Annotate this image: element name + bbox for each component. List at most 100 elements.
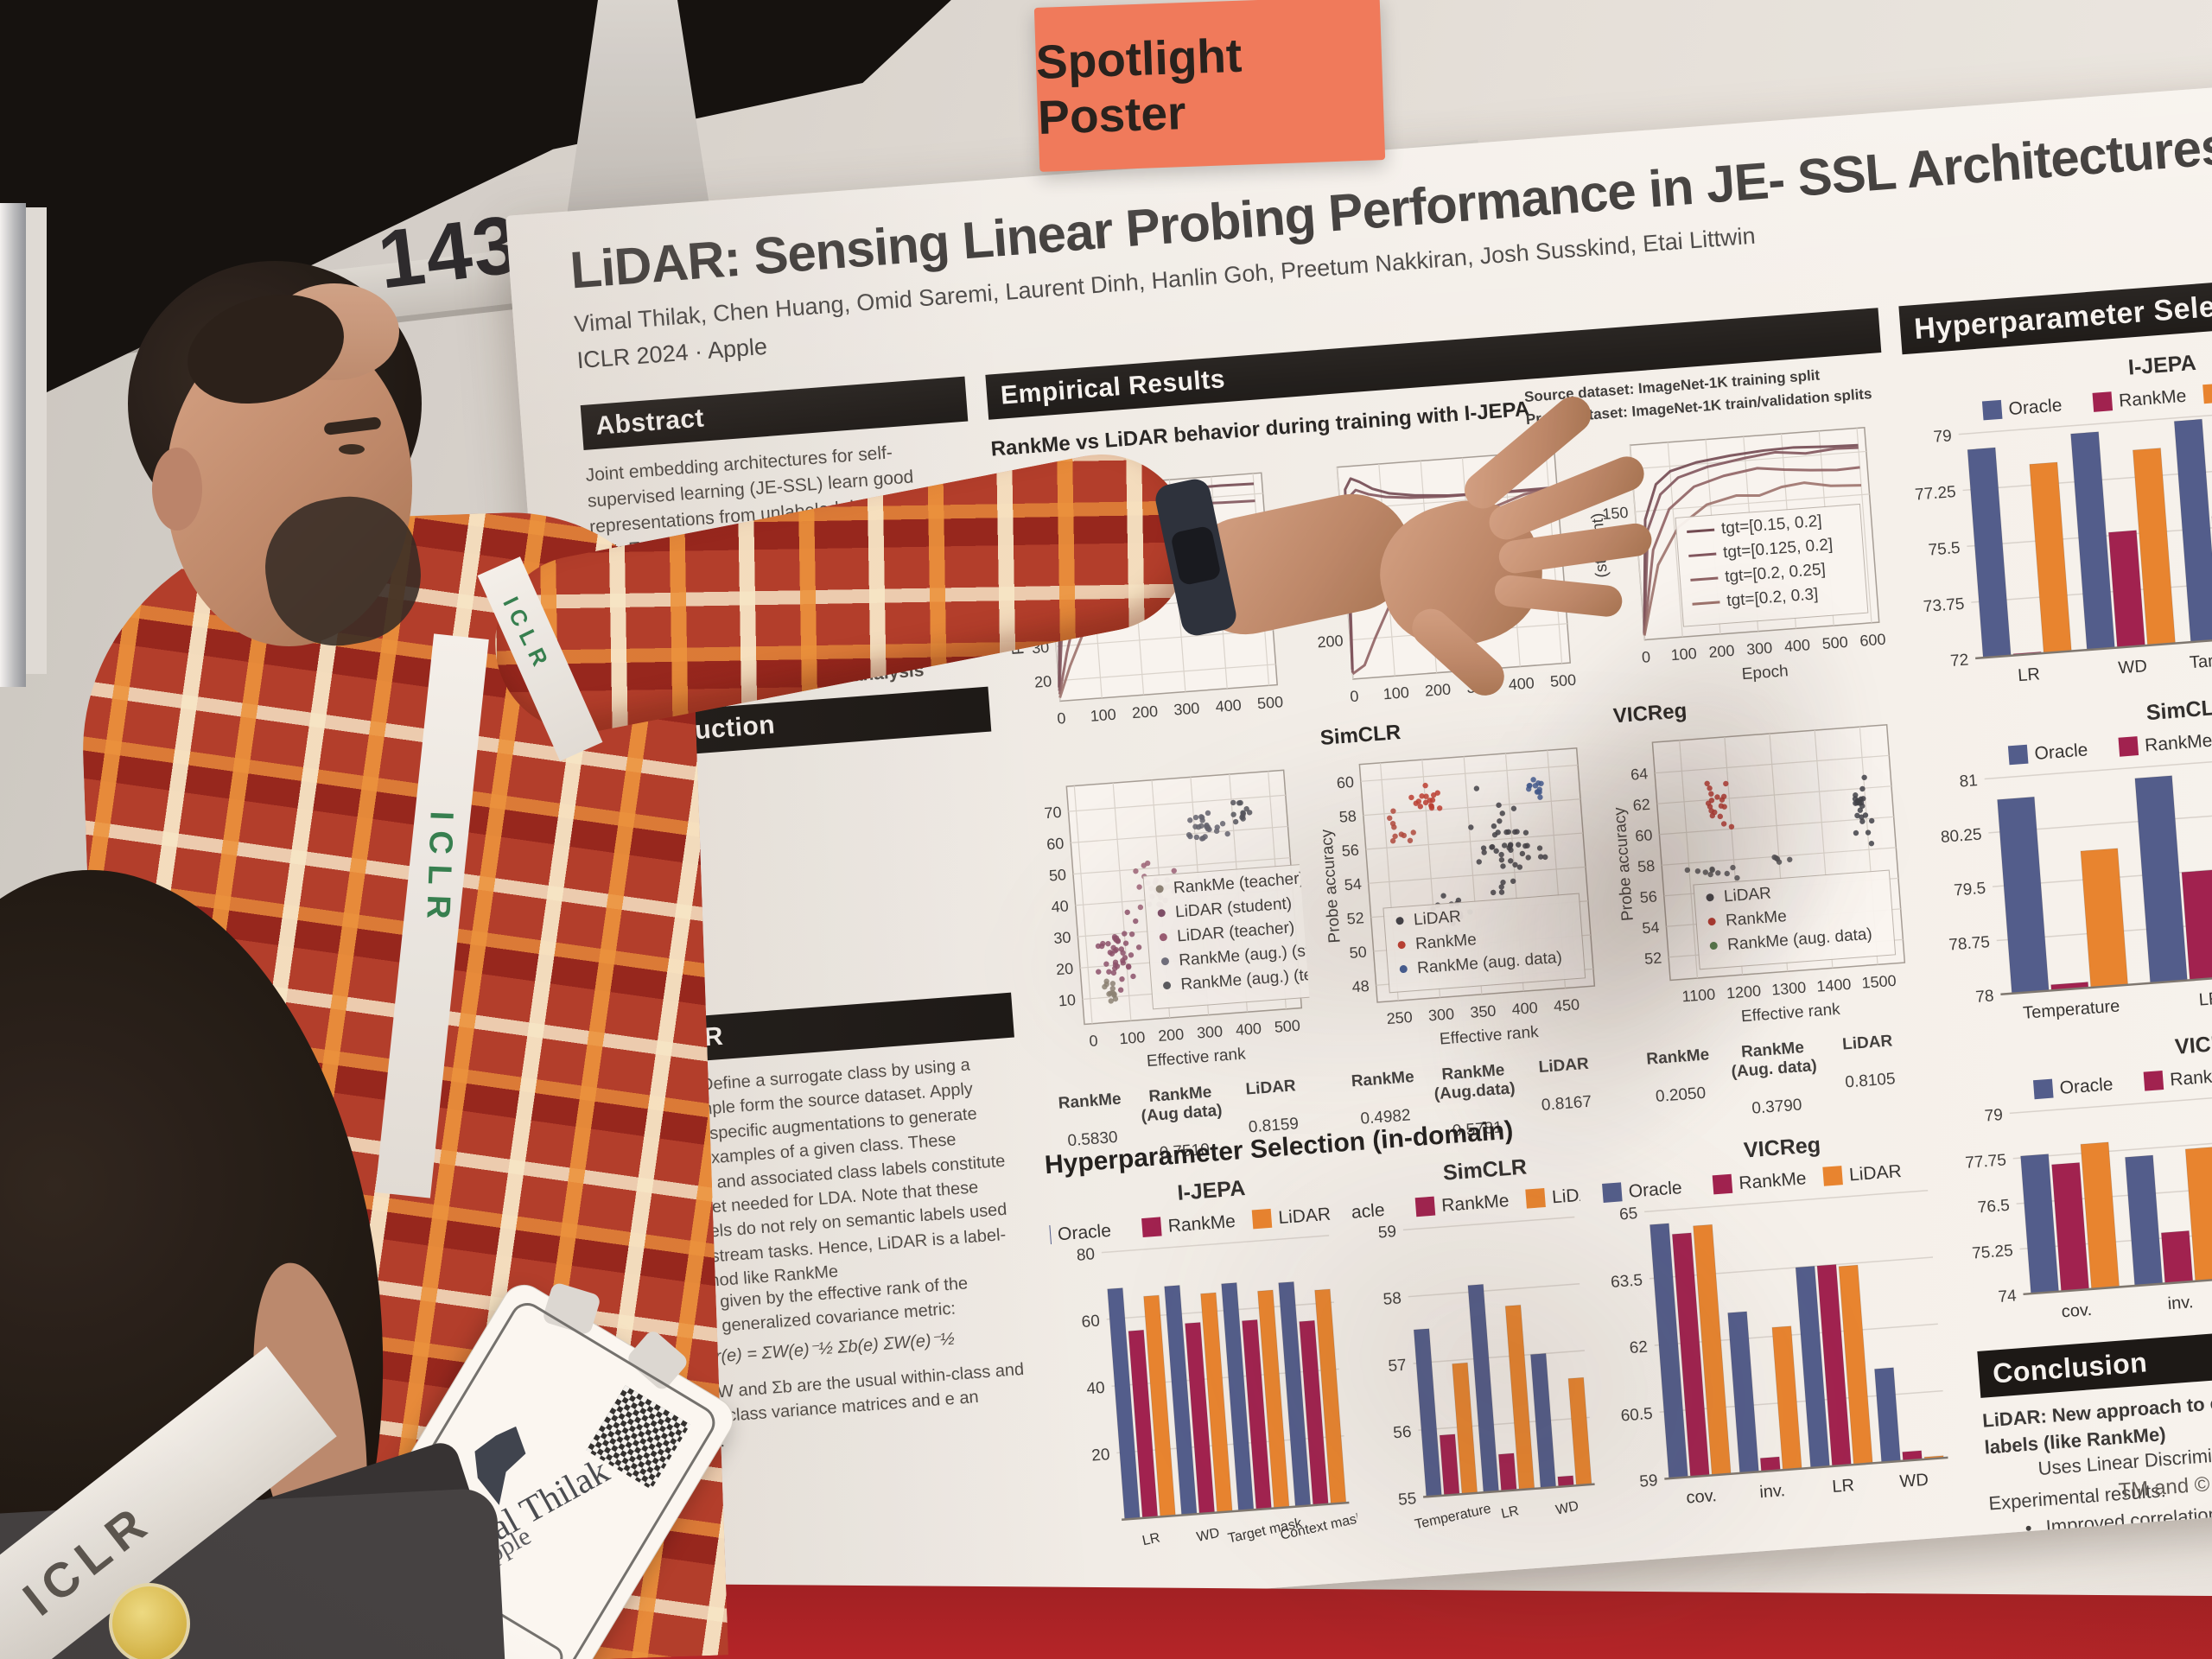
svg-text:150: 150: [1602, 504, 1629, 523]
svg-text:54: 54: [1642, 918, 1660, 937]
svg-text:LiDAR: LiDAR: [1848, 1161, 1902, 1185]
svg-text:20: 20: [1033, 672, 1052, 690]
svg-text:500: 500: [1274, 1017, 1300, 1036]
svg-text:RankMe: RankMe: [2118, 386, 2187, 411]
svg-text:79: 79: [1984, 1106, 2004, 1126]
bar-chart-indomain-vicreg: VICReg Oracle RankMe LiDAR 59 60.5 62 63.5 65 cov…: [1602, 1133, 1948, 1508]
svg-text:65: 65: [1618, 1205, 1638, 1224]
svg-text:1400: 1400: [1816, 976, 1852, 995]
scatter-vicreg: 1100 1200 1300 1400 1500 52 54 56 58 60 62 64 Probe …: [1611, 723, 1906, 1027]
bar-chart-ood-ijepa: I-JEPAOracleRankMeLiDAR7273.7575.577.257…: [1914, 351, 2212, 685]
svg-text:cov.: cov.: [1686, 1486, 1718, 1508]
svg-text:0: 0: [1057, 709, 1066, 728]
presenter-eye: [339, 444, 365, 454]
bar-chart-ood-simclr: SimCLROracleRankMeLiDAR7878.7579.580.258…: [1940, 695, 2212, 1023]
svg-text:52: 52: [1346, 909, 1364, 927]
corr-col: RankMe (Aug data): [1140, 1083, 1224, 1126]
research-poster: LiDAR: Sensing Linear Probing Performanc…: [505, 76, 2212, 1638]
svg-text:Oracle: Oracle: [1628, 1178, 1682, 1202]
svg-text:74: 74: [1998, 1287, 2018, 1306]
svg-text:300: 300: [1196, 1022, 1223, 1041]
svg-text:40: 40: [1051, 897, 1069, 915]
svg-text:60: 60: [1081, 1313, 1101, 1332]
svg-text:RankMe: RankMe: [1441, 1191, 1510, 1216]
svg-text:0: 0: [1641, 648, 1650, 666]
svg-text:350: 350: [1470, 1002, 1497, 1021]
svg-text:81: 81: [1959, 772, 1979, 791]
presenter-ear: [152, 448, 202, 531]
svg-text:RankMe: RankMe: [1167, 1211, 1236, 1236]
svg-text:79: 79: [1933, 427, 1953, 447]
svg-text:400: 400: [1511, 999, 1538, 1018]
vicreg-scatter-label: VICReg: [1612, 699, 1688, 728]
svg-text:30: 30: [1053, 929, 1071, 947]
spotlight-poster-sign-text: Spotlight Poster: [1034, 28, 1243, 144]
svg-text:Oracle: Oracle: [1348, 1200, 1385, 1224]
svg-text:100: 100: [1119, 1028, 1146, 1047]
svg-text:56: 56: [1341, 842, 1359, 860]
corr-val: 0.8105: [1844, 1070, 1897, 1092]
svg-text:WD: WD: [2118, 657, 2148, 677]
svg-text:WD: WD: [1195, 1526, 1221, 1545]
svg-text:200: 200: [1708, 642, 1735, 661]
svg-text:Target mask: Target mask: [2189, 646, 2212, 672]
svg-text:RankMe: RankMe: [1738, 1168, 1808, 1193]
svg-text:1200: 1200: [1726, 982, 1761, 1002]
svg-text:78.75: 78.75: [1948, 933, 1991, 955]
svg-text:1300: 1300: [1771, 979, 1807, 999]
svg-text:Context mask: Context mask: [1279, 1510, 1359, 1543]
svg-text:80.25: 80.25: [1940, 825, 1982, 847]
svg-text:20: 20: [1091, 1446, 1111, 1465]
svg-text:LR: LR: [2017, 664, 2040, 685]
svg-text:60: 60: [1635, 826, 1653, 844]
svg-text:Effective rank: Effective rank: [1439, 1023, 1540, 1049]
svg-text:58: 58: [1382, 1289, 1402, 1309]
svg-text:56: 56: [1393, 1423, 1413, 1443]
svg-text:58: 58: [1338, 807, 1357, 825]
svg-text:50: 50: [1048, 866, 1066, 884]
svg-text:Temperature: Temperature: [2023, 997, 2121, 1023]
svg-text:300: 300: [1746, 639, 1773, 658]
svg-text:300: 300: [1427, 1005, 1454, 1024]
svg-text:Probe accuracy: Probe accuracy: [1318, 828, 1344, 944]
svg-text:77.25: 77.25: [1914, 483, 1956, 505]
svg-text:60: 60: [1046, 835, 1065, 853]
svg-text:1100: 1100: [1681, 986, 1716, 1006]
svg-text:62: 62: [1632, 796, 1650, 814]
svg-text:52: 52: [1643, 949, 1662, 967]
svg-text:1500: 1500: [1861, 972, 1897, 992]
svg-text:Epoch: Epoch: [1741, 662, 1789, 683]
svg-text:70: 70: [1044, 804, 1062, 822]
wall-panel-edge: [26, 207, 47, 674]
svg-text:200: 200: [1424, 681, 1451, 700]
svg-text:56: 56: [1639, 887, 1657, 906]
svg-text:500: 500: [1821, 633, 1848, 652]
svg-text:0: 0: [1089, 1032, 1098, 1050]
bar-chart-ood-vicreg: VICRegOracleRankMeLiDAR7475.2576.577.757…: [1965, 1029, 2212, 1322]
svg-text:400: 400: [1235, 1020, 1262, 1039]
corr-val: 0.3790: [1751, 1096, 1803, 1118]
svg-text:Effective rank: Effective rank: [1740, 1001, 1841, 1027]
svg-text:48: 48: [1351, 977, 1370, 995]
corr-col: RankMe (Aug. data): [1730, 1039, 1818, 1082]
correlation-table-vicreg: RankMe 0.2050 RankMe (Aug. data) 0.3790 …: [1630, 1030, 1920, 1127]
line-chart-lidar-student: 0100200300400500600150200(student)Epocht…: [1588, 426, 1886, 683]
svg-text:20: 20: [1055, 960, 1073, 978]
svg-text:600: 600: [1859, 631, 1886, 650]
svg-text:cov.: cov.: [2061, 1300, 2093, 1322]
svg-text:Oracle: Oracle: [2008, 396, 2063, 420]
svg-text:Oracle: Oracle: [1057, 1221, 1111, 1245]
svg-text:77.75: 77.75: [1965, 1151, 2007, 1173]
svg-text:I-JEPA: I-JEPA: [2127, 351, 2197, 380]
corr-val: 0.2050: [1655, 1084, 1707, 1107]
svg-text:80: 80: [1076, 1245, 1096, 1265]
svg-text:72: 72: [1949, 652, 1969, 671]
svg-text:LR: LR: [2198, 989, 2212, 1010]
svg-text:100: 100: [1670, 645, 1697, 664]
svg-text:73.75: 73.75: [1923, 595, 1965, 617]
corr-col: RankMe: [1351, 1067, 1415, 1091]
svg-text:WD: WD: [1554, 1498, 1580, 1517]
svg-text:50: 50: [1349, 944, 1367, 962]
